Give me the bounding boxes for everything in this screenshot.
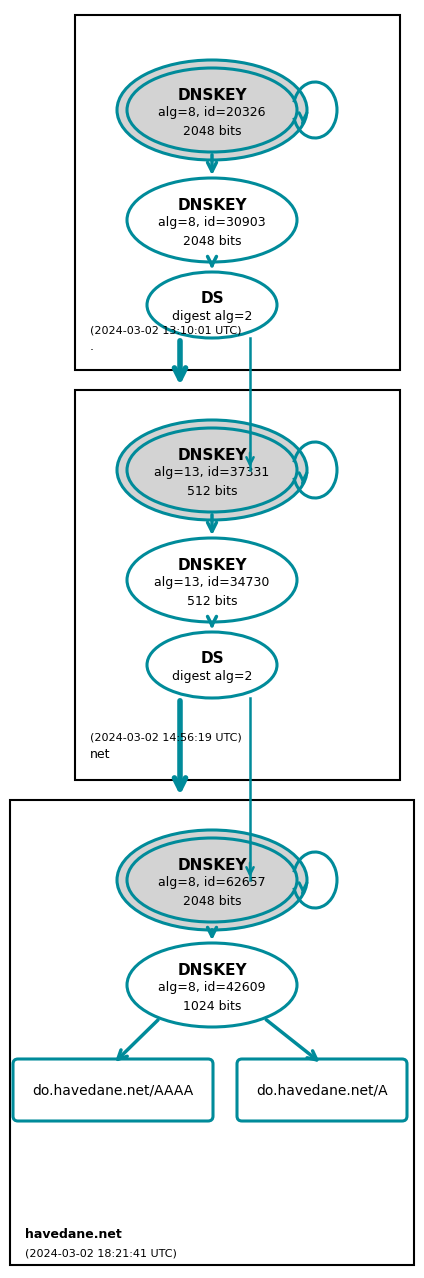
FancyBboxPatch shape <box>13 1059 213 1121</box>
Text: DNSKEY: DNSKEY <box>177 198 247 213</box>
Text: (2024-03-02 13:10:01 UTC): (2024-03-02 13:10:01 UTC) <box>90 325 242 335</box>
Text: do.havedane.net/A: do.havedane.net/A <box>256 1082 388 1097</box>
Text: DNSKEY: DNSKEY <box>177 858 247 873</box>
Ellipse shape <box>127 68 297 152</box>
Text: alg=13, id=34730: alg=13, id=34730 <box>154 575 270 589</box>
Ellipse shape <box>127 538 297 622</box>
Text: net: net <box>90 748 111 760</box>
Text: (2024-03-02 14:56:19 UTC): (2024-03-02 14:56:19 UTC) <box>90 732 242 743</box>
Text: 512 bits: 512 bits <box>187 484 237 497</box>
Text: 2048 bits: 2048 bits <box>183 234 241 248</box>
Ellipse shape <box>117 60 307 160</box>
Text: 2048 bits: 2048 bits <box>183 124 241 138</box>
Ellipse shape <box>117 420 307 520</box>
Text: do.havedane.net/AAAA: do.havedane.net/AAAA <box>32 1082 194 1097</box>
Text: DS: DS <box>200 651 224 666</box>
Text: havedane.net: havedane.net <box>25 1228 122 1241</box>
Text: DNSKEY: DNSKEY <box>177 557 247 573</box>
Ellipse shape <box>147 272 277 337</box>
Text: digest alg=2: digest alg=2 <box>172 670 252 682</box>
Ellipse shape <box>127 428 297 512</box>
FancyBboxPatch shape <box>75 15 400 371</box>
Ellipse shape <box>127 838 297 921</box>
Text: alg=8, id=20326: alg=8, id=20326 <box>158 106 266 119</box>
Text: alg=8, id=42609: alg=8, id=42609 <box>158 980 266 993</box>
Text: DNSKEY: DNSKEY <box>177 88 247 102</box>
Text: digest alg=2: digest alg=2 <box>172 311 252 323</box>
Ellipse shape <box>147 633 277 698</box>
Text: alg=13, id=37331: alg=13, id=37331 <box>154 465 270 478</box>
Text: (2024-03-02 18:21:41 UTC): (2024-03-02 18:21:41 UTC) <box>25 1249 177 1258</box>
Text: DS: DS <box>200 291 224 305</box>
FancyBboxPatch shape <box>75 390 400 780</box>
Text: alg=8, id=62657: alg=8, id=62657 <box>158 875 266 888</box>
Text: alg=8, id=30903: alg=8, id=30903 <box>158 216 266 229</box>
Text: DNSKEY: DNSKEY <box>177 962 247 978</box>
Text: 1024 bits: 1024 bits <box>183 999 241 1012</box>
Ellipse shape <box>127 943 297 1028</box>
Text: .: . <box>90 340 94 353</box>
Text: 2048 bits: 2048 bits <box>183 895 241 907</box>
FancyBboxPatch shape <box>237 1059 407 1121</box>
Ellipse shape <box>127 178 297 262</box>
Text: DNSKEY: DNSKEY <box>177 447 247 463</box>
Ellipse shape <box>117 829 307 930</box>
FancyBboxPatch shape <box>10 800 414 1265</box>
Text: 512 bits: 512 bits <box>187 594 237 607</box>
